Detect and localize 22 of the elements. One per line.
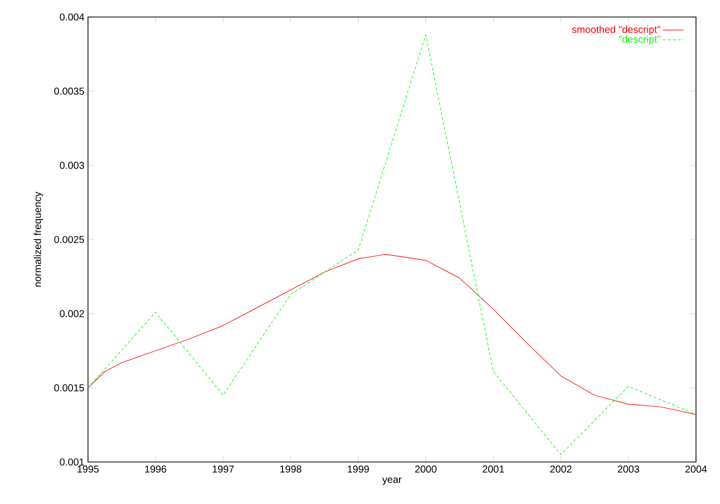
x-tick-label: 2003 xyxy=(618,466,640,473)
legend-label: "descript" xyxy=(618,35,660,45)
x-tick-label: 1997 xyxy=(212,466,234,473)
x-tick-label: 1998 xyxy=(280,466,302,473)
y-tick-label: 0.0015 xyxy=(54,384,84,392)
x-tick-label: 2001 xyxy=(482,466,504,473)
legend-label: smoothed "descript" xyxy=(572,26,660,35)
y-tick-label: 0.002 xyxy=(60,310,84,318)
y-tick-label: 0.003 xyxy=(60,162,84,169)
line-series xyxy=(88,34,696,455)
x-tick-label: 1999 xyxy=(348,466,369,473)
x-tick-label: 1995 xyxy=(78,466,99,473)
x-axis-title: year xyxy=(382,477,402,485)
y-tick-label: 0.001 xyxy=(60,458,84,466)
y-tick-label: 0.0025 xyxy=(54,236,84,244)
y-tick-label: 0.004 xyxy=(60,13,84,21)
x-tick-label: 2002 xyxy=(550,466,572,473)
y-axis-title: normalized frequency xyxy=(34,192,44,287)
x-tick-label: 2004 xyxy=(685,466,707,473)
y-tick-label: 0.0035 xyxy=(54,88,84,95)
x-tick-label: 1996 xyxy=(145,466,166,473)
x-tick-label: 2000 xyxy=(415,466,437,473)
